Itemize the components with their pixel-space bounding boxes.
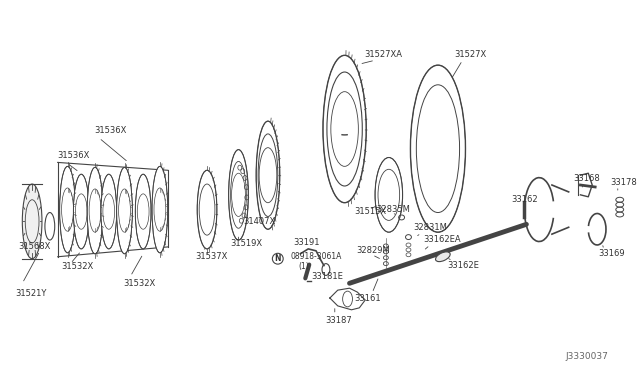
Text: 32829M: 32829M xyxy=(356,246,390,255)
Text: J3330037: J3330037 xyxy=(565,353,608,362)
Text: 31521Y: 31521Y xyxy=(15,289,47,298)
Text: (1): (1) xyxy=(298,262,309,271)
Text: N: N xyxy=(275,254,281,263)
Text: 31519X: 31519X xyxy=(230,240,263,248)
Text: 31537X: 31537X xyxy=(195,252,228,261)
Ellipse shape xyxy=(60,166,76,253)
Ellipse shape xyxy=(256,121,280,229)
Text: 31536X: 31536X xyxy=(94,126,127,135)
Ellipse shape xyxy=(436,252,450,262)
Ellipse shape xyxy=(135,174,151,249)
Text: 31407X: 31407X xyxy=(243,217,276,226)
Ellipse shape xyxy=(22,184,42,259)
Text: 33162: 33162 xyxy=(511,195,538,204)
Text: 31536X: 31536X xyxy=(58,151,90,160)
Text: 32831M: 32831M xyxy=(413,223,447,232)
Ellipse shape xyxy=(74,174,89,249)
Ellipse shape xyxy=(323,55,366,203)
Ellipse shape xyxy=(375,157,403,232)
Ellipse shape xyxy=(197,170,217,249)
Text: 31527XA: 31527XA xyxy=(364,50,403,59)
Text: 33181E: 33181E xyxy=(311,272,343,281)
Text: 31527X: 31527X xyxy=(454,50,487,59)
Text: 33178: 33178 xyxy=(610,177,637,187)
Ellipse shape xyxy=(116,167,132,254)
Text: 33162E: 33162E xyxy=(448,261,479,270)
Text: 33162EA: 33162EA xyxy=(423,235,461,244)
Text: 31532X: 31532X xyxy=(124,279,156,288)
Text: 08918-3061A: 08918-3061A xyxy=(291,252,342,261)
Ellipse shape xyxy=(101,174,116,249)
Text: 33191: 33191 xyxy=(294,237,320,247)
Ellipse shape xyxy=(87,167,103,254)
Text: 31532X: 31532X xyxy=(61,262,94,271)
Text: 33187: 33187 xyxy=(325,316,352,325)
Text: 33169: 33169 xyxy=(598,249,625,258)
Ellipse shape xyxy=(410,65,465,232)
Ellipse shape xyxy=(152,166,168,253)
Text: 31515X: 31515X xyxy=(355,207,387,216)
Ellipse shape xyxy=(228,150,248,240)
Text: 31568X: 31568X xyxy=(19,243,51,251)
Text: 33161: 33161 xyxy=(355,294,381,302)
Text: 33168: 33168 xyxy=(573,174,600,183)
Text: 32835M: 32835M xyxy=(376,205,410,214)
